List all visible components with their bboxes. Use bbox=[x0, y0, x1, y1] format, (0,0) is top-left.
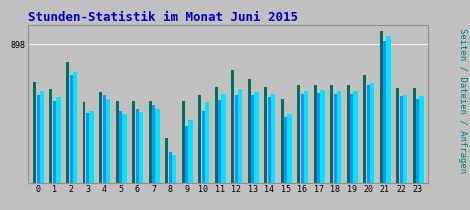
Bar bbox=[268, 97, 271, 183]
Bar bbox=[363, 75, 366, 183]
Bar bbox=[139, 112, 143, 183]
Bar bbox=[89, 111, 94, 183]
Bar bbox=[400, 96, 403, 183]
Bar bbox=[155, 109, 160, 183]
Bar bbox=[347, 85, 350, 183]
Bar bbox=[39, 91, 44, 183]
Bar bbox=[122, 114, 127, 183]
Bar bbox=[204, 102, 209, 183]
Bar bbox=[396, 88, 399, 183]
Bar bbox=[350, 94, 353, 183]
Bar bbox=[380, 31, 383, 183]
Bar bbox=[271, 94, 275, 183]
Bar bbox=[297, 85, 300, 183]
Bar bbox=[136, 109, 139, 183]
Bar bbox=[353, 91, 358, 183]
Bar bbox=[53, 101, 56, 183]
Bar bbox=[106, 98, 110, 183]
Bar bbox=[172, 155, 176, 183]
Bar bbox=[33, 82, 36, 183]
Bar bbox=[386, 36, 391, 183]
Bar bbox=[370, 83, 375, 183]
Bar bbox=[119, 111, 122, 183]
Bar bbox=[37, 95, 39, 183]
Bar bbox=[320, 90, 325, 183]
Bar bbox=[330, 85, 333, 183]
Bar bbox=[313, 85, 317, 183]
Bar bbox=[317, 93, 320, 183]
Bar bbox=[116, 101, 118, 183]
Bar bbox=[152, 105, 155, 183]
Bar bbox=[231, 70, 234, 183]
Bar bbox=[86, 113, 89, 183]
Bar bbox=[56, 97, 61, 183]
Bar bbox=[235, 96, 238, 183]
Text: Stunden-Statistik im Monat Juni 2015: Stunden-Statistik im Monat Juni 2015 bbox=[28, 11, 298, 24]
Bar bbox=[284, 117, 287, 183]
Text: Seiten / Dateien / Anfragen: Seiten / Dateien / Anfragen bbox=[458, 28, 467, 173]
Bar bbox=[403, 95, 407, 183]
Bar bbox=[304, 91, 308, 183]
Bar bbox=[301, 94, 304, 183]
Bar bbox=[72, 72, 77, 183]
Bar bbox=[384, 41, 386, 183]
Bar bbox=[254, 92, 259, 183]
Bar bbox=[337, 91, 341, 183]
Bar bbox=[281, 99, 283, 183]
Bar bbox=[251, 96, 254, 183]
Bar bbox=[202, 111, 204, 183]
Bar bbox=[102, 96, 106, 183]
Bar bbox=[66, 62, 69, 183]
Bar bbox=[83, 102, 86, 183]
Bar bbox=[181, 101, 185, 183]
Bar bbox=[238, 89, 243, 183]
Bar bbox=[185, 126, 188, 183]
Bar bbox=[169, 152, 172, 183]
Bar bbox=[149, 101, 151, 183]
Bar bbox=[198, 95, 201, 183]
Bar bbox=[215, 87, 218, 183]
Bar bbox=[132, 101, 135, 183]
Bar bbox=[165, 138, 168, 183]
Bar bbox=[248, 79, 251, 183]
Bar bbox=[70, 75, 72, 183]
Bar bbox=[264, 87, 267, 183]
Bar bbox=[99, 92, 102, 183]
Bar bbox=[49, 88, 53, 183]
Bar bbox=[367, 85, 370, 183]
Bar bbox=[334, 94, 337, 183]
Bar bbox=[218, 100, 221, 183]
Bar bbox=[416, 98, 419, 183]
Bar bbox=[188, 120, 193, 183]
Bar bbox=[419, 96, 424, 183]
Bar bbox=[287, 114, 292, 183]
Bar bbox=[221, 94, 226, 183]
Bar bbox=[413, 88, 415, 183]
